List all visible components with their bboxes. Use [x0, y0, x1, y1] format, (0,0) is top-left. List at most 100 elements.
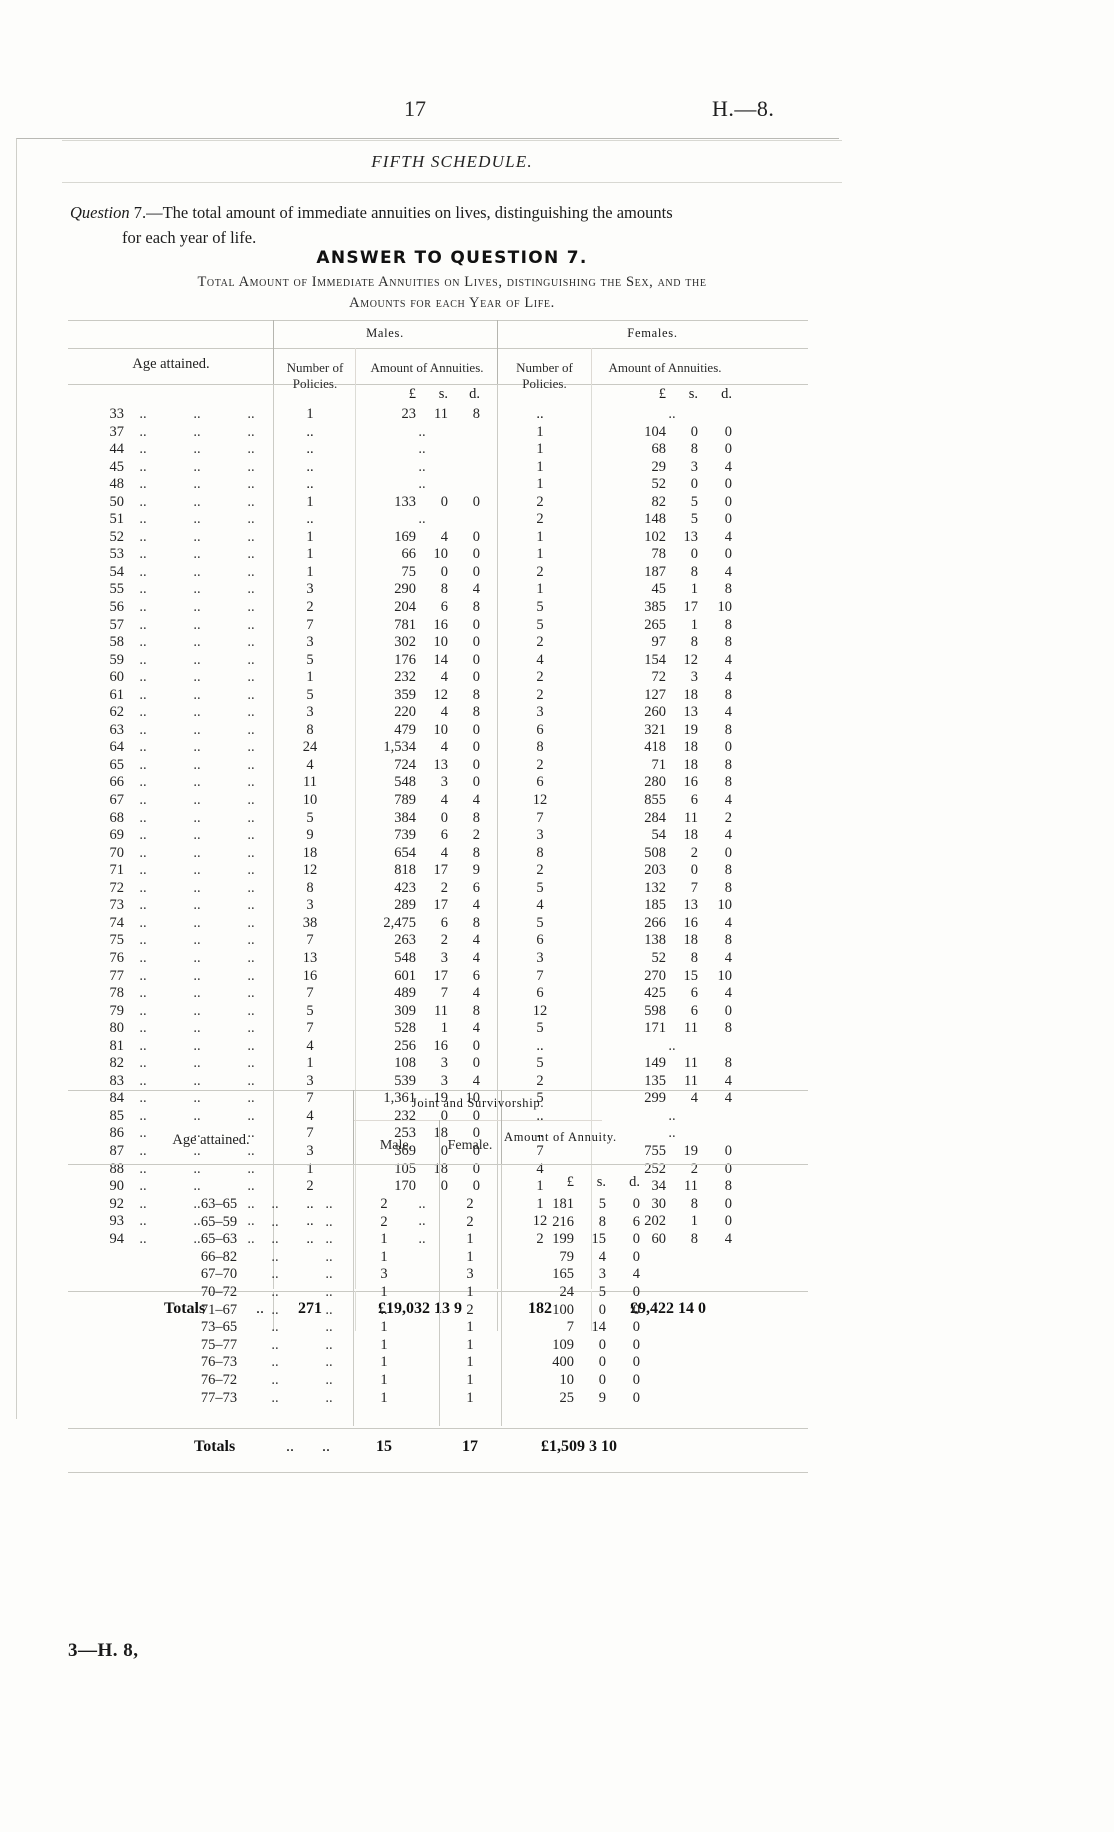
table2-cell-female: 3 [466, 1266, 474, 1283]
table1-cell-leader-1: .. [139, 1213, 147, 1230]
table1-cell-leader-2: .. [193, 879, 201, 896]
table1-cell-male-shillings: 16 [433, 1037, 449, 1054]
table1-body-divider-3 [497, 384, 498, 1289]
table1-cell-female-pence: 8 [724, 1178, 732, 1195]
table1-header-age: Age attained. [132, 356, 210, 372]
table1-cell-age: 68 [109, 809, 125, 826]
table1-cell-leader-2: .. [193, 1037, 201, 1054]
table1-cell-male-policies: 1 [306, 669, 314, 686]
table1-cell-female-pence: 8 [724, 616, 732, 633]
table2-rule-top [68, 1090, 808, 1091]
table1-cell-leader-1: .. [139, 985, 147, 1002]
table1-cell-leader-2: .. [193, 739, 201, 756]
table2-cell-pence: 0 [632, 1196, 640, 1212]
table-row: 48.......... 1 52 0 0 [68, 476, 808, 494]
table1-cell-female-pounds: 299 [644, 1090, 666, 1107]
table1-cell-female-policies: 2 [536, 669, 544, 686]
table2-cell-pounds: 400 [552, 1354, 574, 1371]
table1-male-unit-pound: £ [408, 386, 416, 402]
table2-cell-age: 76–72 [200, 1371, 238, 1388]
table1-cell-female-policies: 2 [536, 563, 544, 580]
table1-cell-leader-1: .. [139, 862, 147, 879]
table1-cell-female-shillings: 19 [683, 1142, 699, 1159]
table1-cell-male-pounds: 818 [394, 862, 416, 879]
table1-cell-female-policies: 5 [536, 616, 544, 633]
table-row: 51.......... 2 148 5 0 [68, 511, 808, 529]
table1-male-unit-shillings: s. [438, 386, 448, 402]
table2-cell-leader-1: .. [271, 1389, 279, 1406]
table2-cell-male: 3 [380, 1266, 388, 1283]
table1-cell-male-policies: 11 [303, 774, 317, 791]
table2-cell-male: 2 [380, 1196, 388, 1212]
table1-cell-female-shillings: 18 [683, 686, 699, 703]
table1-cell-female-shillings: 18 [683, 756, 699, 773]
table1-cell-female-pounds: 68 [651, 441, 667, 458]
table1-cell-female-shillings: 16 [683, 914, 699, 931]
table1-cell-leader-3: .. [247, 827, 255, 844]
table1-cell-age: 63 [109, 721, 125, 738]
table1-cell-female-policies: .. [536, 1107, 544, 1124]
table1-cell-male-pounds: 479 [394, 721, 416, 738]
table1-cell-leader-3: .. [247, 599, 255, 616]
table2-cell-leader-1: .. [271, 1266, 279, 1283]
table1-body-divider-4 [591, 384, 592, 1289]
table2-totals-female: 17 [462, 1438, 478, 1455]
table1-cell-male-shillings: 4 [440, 844, 448, 861]
table1-cell-male-shillings: 16 [433, 616, 449, 633]
table1-cell-leader-1: .. [139, 949, 147, 966]
table1-cell-female-pence: 4 [724, 651, 732, 668]
table1-cell-male-pounds: 220 [394, 704, 416, 721]
table1-cell-male-policies: 1 [306, 406, 314, 422]
table1-cell-female-pence: 8 [724, 756, 732, 773]
table1-cell-age: 53 [109, 546, 125, 563]
table1-cell-leader-1: .. [139, 1107, 147, 1124]
table1-cell-leader-3: .. [247, 651, 255, 668]
table1-cell-age: 52 [109, 528, 125, 545]
page-header: 17 H.—8. [0, 96, 1114, 130]
table1-cell-leader-2: .. [193, 756, 201, 773]
table1-cell-male-pence: 8 [472, 704, 480, 721]
table1-cell-leader-2: .. [193, 914, 201, 931]
table1-cell-leader-3: .. [247, 546, 255, 563]
table1-cell-leader-1: .. [139, 546, 147, 563]
table1-cell-male-policies: 5 [306, 651, 314, 668]
table2-cell-age: 77–73 [200, 1389, 238, 1406]
table1-cell-female-amount-empty: .. [668, 1125, 676, 1142]
table-row: 63...... 8 479 10 0 6 321 19 8 [68, 722, 808, 740]
table-row: 79...... 5 309 11 8 12 598 6 0 [68, 1003, 808, 1021]
table2-cell-leader-1: .. [271, 1213, 279, 1230]
table2-cell-leader-2: .. [325, 1283, 333, 1300]
table1-cell-female-policies: 5 [536, 1055, 544, 1072]
table2-header-male: Male. [379, 1138, 413, 1153]
table1-cell-male-pence: 0 [472, 774, 480, 791]
table-row: 87...... 3 369 0 0 7 755 19 0 [68, 1143, 808, 1161]
table1-cell-age: 92 [109, 1195, 125, 1212]
table1-cell-female-shillings: 8 [690, 1195, 698, 1212]
table1-cell-male-pounds: 176 [394, 651, 416, 668]
table1-cell-male-policies: 3 [306, 704, 314, 721]
table2-cell-leader-2: .. [325, 1389, 333, 1406]
table1-cell-male-policies: 8 [306, 879, 314, 896]
table1-cell-male-shillings: 0 [440, 563, 448, 580]
table1-cell-male-pence: 2 [472, 827, 480, 844]
table-row: 78...... 7 489 7 4 6 425 6 4 [68, 985, 808, 1003]
table1-cell-female-shillings: 3 [690, 458, 698, 475]
table1-cell-leader-2: .. [193, 511, 201, 528]
table1-cell-female-policies: 1 [536, 458, 544, 475]
table2-unit-shillings: s. [596, 1174, 606, 1190]
table1-cell-leader-2: .. [193, 406, 201, 422]
table1-cell-male-pence: 0 [472, 721, 480, 738]
table2-header-female: Female. [447, 1138, 493, 1153]
table1-cell-age: 48 [109, 476, 125, 493]
table1-cell-age: 80 [109, 1020, 125, 1037]
table1-group-males: Males. [366, 326, 404, 340]
table1-cell-female-pounds: 52 [651, 949, 667, 966]
table1-cell-male-pounds: 384 [394, 809, 416, 826]
table1-cell-female-pounds: 171 [644, 1020, 666, 1037]
table2-cell-male: 2 [380, 1213, 388, 1230]
table1-cell-leader-2: .. [193, 546, 201, 563]
table1-cell-female-policies: 6 [536, 721, 544, 738]
table2-cell-pence: 0 [632, 1336, 640, 1353]
table1-cell-female-shillings: 8 [690, 441, 698, 458]
table1-cell-leader-3: .. [247, 932, 255, 949]
